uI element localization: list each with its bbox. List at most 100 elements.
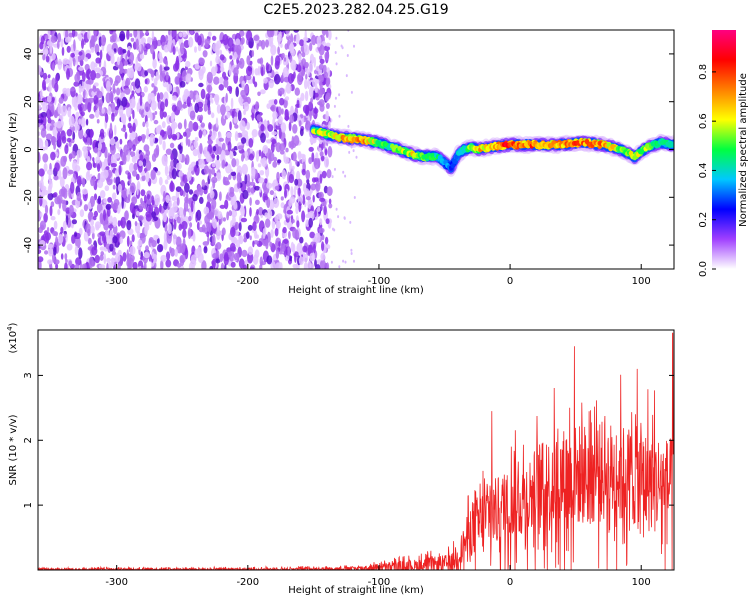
noise-speckle [291,135,295,145]
noise-speckle [113,177,117,184]
noise-speckle [74,73,81,83]
noise-speckle [66,128,73,137]
noise-speckle [229,186,235,195]
noise-speckle [220,66,225,73]
noise-speckle [50,201,55,208]
noise-speckle [164,179,169,185]
noise-speckle [181,220,188,230]
noise-speckle [328,203,333,209]
noise-speckle [260,132,266,143]
noise-speckle [260,123,265,132]
noise-speckle [151,211,157,219]
noise-speckle [233,67,239,77]
noise-speckle [185,60,191,68]
noise-speckle [236,181,241,190]
x-tick-label: -300 [105,276,128,287]
noise-speckle [203,246,208,254]
noise-speckle [55,263,59,269]
noise-speckle [207,31,212,37]
noise-speckle [309,73,312,78]
noise-speckle [131,234,135,243]
noise-speckle [279,31,282,37]
noise-speckle [109,122,113,134]
noise-speckle [225,194,229,200]
noise-speckle [298,187,301,197]
noise-speckle [333,104,336,108]
noise-speckle [240,217,248,223]
noise-speckle [312,243,316,254]
noise-speckle [48,82,52,93]
x-tick-label: 0 [507,577,513,588]
noise-speckle [197,44,202,52]
noise-speckle [246,65,253,77]
noise-speckle [111,201,114,209]
noise-speckle [53,246,57,256]
noise-speckle [98,141,102,151]
noise-speckle [40,89,43,100]
noise-speckle [163,57,166,64]
noise-speckle [334,96,337,100]
noise-speckle [74,165,81,172]
noise-speckle [213,76,220,85]
noise-speckle [295,159,298,166]
noise-speckle [186,96,191,107]
noise-speckle [301,210,306,223]
noise-speckle [280,242,286,252]
noise-speckle [61,46,65,57]
noise-speckle [251,50,255,57]
snr-y-ticks: 1 2 3 [23,372,674,508]
noise-speckle [352,149,355,153]
noise-speckle [266,182,273,189]
noise-speckle [113,199,120,207]
noise-speckle [267,124,274,132]
noise-speckle [212,253,218,259]
noise-speckle [149,112,153,122]
noise-speckle [103,253,107,265]
noise-speckle [326,169,332,179]
noise-speckle [60,155,67,167]
noise-speckle [309,231,316,239]
noise-speckle [121,151,126,162]
noise-speckle [165,259,172,268]
noise-speckle [277,46,280,55]
noise-speckle [121,73,124,81]
noise-speckle [208,168,212,180]
noise-speckle [281,108,284,115]
noise-speckle [194,102,199,113]
noise-speckle [319,58,325,64]
noise-speckle [38,119,44,124]
noise-speckle [326,186,333,197]
noise-speckle [94,254,100,264]
noise-speckle [162,190,166,203]
noise-speckle [274,185,280,191]
noise-speckle [158,135,163,145]
noise-speckle [289,114,295,124]
noise-speckle [163,44,170,53]
noise-speckle [290,33,294,45]
noise-speckle [170,160,174,168]
noise-speckle [266,30,274,38]
noise-speckle [99,254,104,261]
noise-speckle [305,106,309,117]
noise-speckle [325,92,331,100]
noise-speckle [117,183,122,193]
noise-speckle [191,145,194,150]
noise-speckle [90,225,95,234]
noise-speckle [255,101,259,112]
noise-speckle [38,256,44,263]
noise-speckle [314,259,317,268]
noise-speckle [305,219,310,228]
noise-speckle [221,142,226,152]
noise-speckle [147,36,152,45]
noise-speckle [206,231,210,238]
noise-speckle [311,87,314,98]
noise-speckle [321,234,325,241]
noise-speckle [131,96,136,107]
noise-speckle [219,253,224,262]
noise-speckle [204,42,209,48]
noise-speckle [158,51,163,60]
noise-speckle [262,144,269,154]
noise-speckle [243,237,248,243]
noise-speckle [219,54,225,61]
noise-speckle [253,35,260,41]
